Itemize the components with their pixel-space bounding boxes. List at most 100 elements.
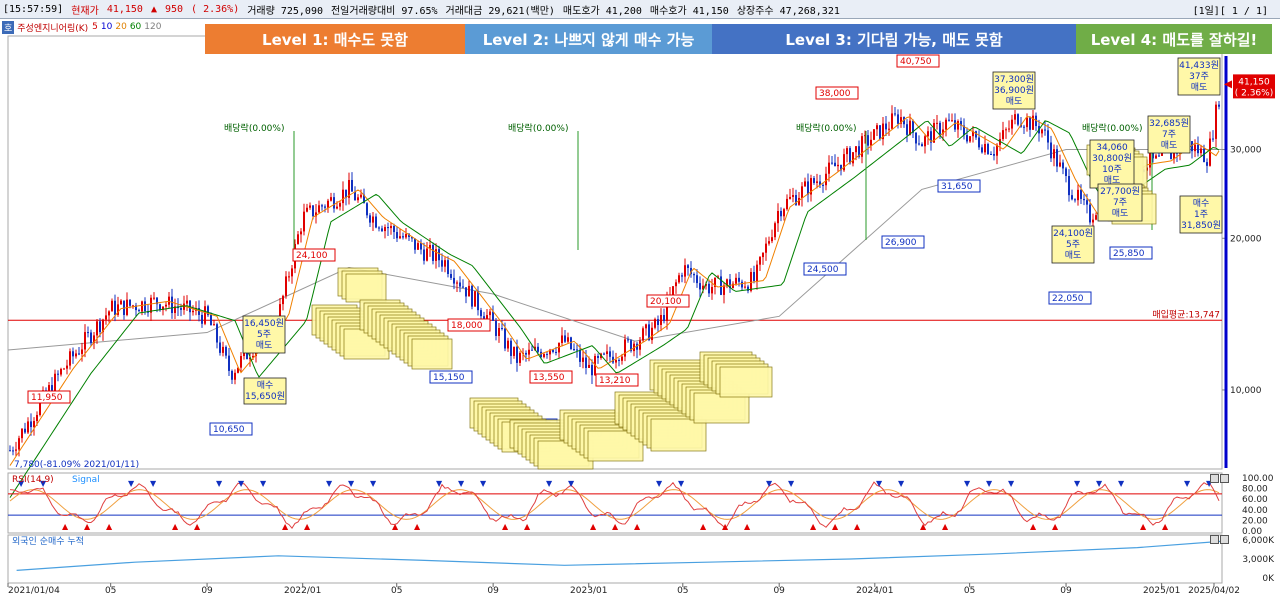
rsi-signal-arrow: ▼ — [260, 479, 267, 488]
ma-10: 10 — [100, 22, 113, 32]
candle-body — [249, 357, 251, 360]
rsi-signal-arrow: ▲ — [194, 522, 201, 531]
candle-body — [105, 315, 107, 320]
candle-body — [660, 314, 662, 325]
candle-body — [798, 197, 800, 205]
trade-note-cluster — [345, 273, 387, 303]
candle-body — [681, 275, 683, 277]
candle-body — [327, 200, 329, 208]
candle-body — [78, 353, 80, 355]
rsi-signal-arrow: ▼ — [986, 479, 993, 488]
trade-note-text: 매수 — [1193, 198, 1210, 209]
candle-body — [867, 135, 869, 146]
current-price-value: 41,150 — [1238, 77, 1270, 87]
candle-body — [711, 287, 713, 294]
candle-body — [1041, 129, 1043, 134]
candle-body — [780, 210, 782, 217]
candle-body — [1029, 117, 1031, 130]
trade-note-text: 7주 — [1162, 129, 1176, 140]
candle-body — [432, 245, 434, 261]
rsi-signal-arrow: ▼ — [964, 479, 971, 488]
shares-label: 상장주수 47,268,321 — [736, 5, 840, 17]
candle-body — [807, 181, 809, 195]
rsi-signal-arrow: ▼ — [1118, 479, 1125, 488]
candle-body — [228, 355, 230, 371]
candle-body — [393, 225, 395, 233]
high-label: 13,210 — [599, 376, 631, 386]
candle-body — [489, 311, 491, 316]
candle-body — [534, 346, 536, 350]
candle-body — [1200, 148, 1202, 154]
candle-body — [816, 181, 818, 183]
candle-body — [873, 129, 875, 140]
candle-body — [435, 249, 437, 261]
rsi-signal-arrow: ▲ — [84, 522, 91, 531]
candle-body — [1152, 153, 1154, 159]
page-indicator[interactable]: [1일][ 1 / 1] — [1192, 6, 1268, 17]
candle-body — [1203, 148, 1205, 163]
candle-body — [714, 277, 716, 288]
candle-body — [315, 212, 317, 217]
candle-body — [495, 320, 497, 336]
candle-body — [351, 179, 353, 192]
x-axis-label: 2025/01 — [1143, 586, 1180, 594]
tab-marker[interactable]: 호 — [2, 20, 15, 34]
candle-body — [687, 265, 689, 268]
candle-body — [357, 197, 359, 201]
candle-body — [36, 414, 38, 421]
candle-body — [933, 122, 935, 143]
candle-body — [774, 223, 776, 238]
high-label: 38,000 — [819, 89, 851, 99]
candle-body — [96, 321, 98, 336]
candle-body — [237, 367, 239, 373]
candle-body — [624, 339, 626, 357]
candle-body — [762, 252, 764, 258]
candle-body — [222, 346, 224, 353]
candle-body — [897, 114, 899, 124]
candle-body — [423, 249, 425, 261]
low-label-box — [429, 370, 473, 384]
candle-body — [366, 203, 368, 216]
candle-body — [240, 356, 242, 368]
candle-body — [1197, 144, 1199, 154]
candle-body — [678, 275, 680, 283]
candle-body — [144, 301, 146, 312]
candle-body — [468, 285, 470, 297]
candle-body — [48, 385, 50, 395]
candle-body — [168, 296, 170, 305]
candle-body — [1092, 219, 1094, 223]
ma-20: 20 — [115, 22, 127, 32]
candle-body — [930, 131, 932, 143]
rsi-close-button[interactable] — [1220, 474, 1229, 483]
candle-body — [621, 356, 623, 361]
candle-body — [450, 274, 452, 278]
candle-body — [876, 125, 878, 130]
candle-body — [1212, 138, 1214, 140]
foreign-minimize-button[interactable] — [1210, 535, 1219, 544]
candle-body — [672, 286, 674, 295]
rsi-signal-arrow: ▲ — [744, 522, 751, 531]
rsi-signal-legend: Signal — [72, 475, 100, 485]
trade-note-text: 매수 — [257, 380, 274, 391]
rsi-legend: RSI(14,9) — [12, 475, 54, 485]
rsi-signal-arrow: ▲ — [1162, 522, 1169, 531]
candle-body — [360, 194, 362, 198]
candle-body — [870, 139, 872, 146]
candle-body — [372, 216, 374, 223]
candle-body — [306, 207, 308, 212]
candle-body — [339, 203, 341, 207]
candle-body — [648, 324, 650, 341]
low-label: 10,650 — [213, 425, 245, 435]
candle-body — [570, 337, 572, 349]
high-label: 18,000 — [451, 321, 483, 331]
candle-body — [219, 342, 221, 353]
rsi-signal-arrow: ▼ — [216, 479, 223, 488]
foreign-close-button[interactable] — [1220, 535, 1229, 544]
low-label: 26,900 — [885, 238, 917, 248]
candle-body — [1083, 198, 1085, 201]
candle-body — [804, 181, 806, 187]
rsi-minimize-button[interactable] — [1210, 474, 1219, 483]
candle-body — [690, 267, 692, 275]
rsi-signal-arrow: ▼ — [326, 479, 333, 488]
